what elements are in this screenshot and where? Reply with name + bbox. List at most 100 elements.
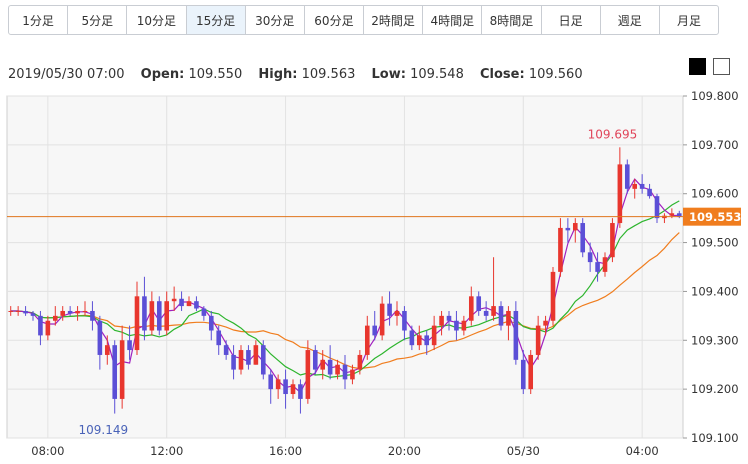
candle-body xyxy=(283,379,288,395)
current-price-tag xyxy=(683,207,741,226)
candle-body xyxy=(468,296,474,321)
candle-body xyxy=(669,213,675,216)
candle-body xyxy=(587,252,593,263)
timeframe-tab-8[interactable]: 8時間足 xyxy=(482,6,542,34)
candle-body xyxy=(632,183,638,189)
timeframe-tab-11[interactable]: 月足 xyxy=(676,13,701,28)
candle-body xyxy=(164,301,170,331)
candle-body xyxy=(312,350,318,370)
candle-body xyxy=(513,310,519,360)
candle-body xyxy=(572,223,578,231)
candle-body xyxy=(654,196,660,219)
candle-body xyxy=(379,303,385,336)
y-tick-label: 109.100 xyxy=(691,431,739,445)
candle-body xyxy=(498,306,504,326)
candle-body xyxy=(580,223,586,253)
x-tick-label: 16:00 xyxy=(269,444,302,458)
candle-body xyxy=(142,296,147,331)
candle-body xyxy=(491,306,496,316)
candle-body xyxy=(97,320,103,355)
candle-body xyxy=(483,310,489,316)
timeframe-tab-6[interactable]: 2時間足 xyxy=(364,6,424,34)
candle-body xyxy=(454,320,459,331)
y-tick-label: 109.700 xyxy=(691,138,739,152)
candle-body xyxy=(52,315,58,321)
candle-body xyxy=(610,223,615,258)
candle-body xyxy=(194,301,199,309)
candle-body xyxy=(90,310,95,321)
x-tick-label: 04:00 xyxy=(626,444,659,458)
x-tick-label: 12:00 xyxy=(150,444,183,458)
candle-body xyxy=(431,325,437,346)
high-marker-label: 109.695 xyxy=(588,127,638,141)
candle-body xyxy=(223,345,229,355)
candlestick-chart[interactable]: 109.100 109.200 109.300 109.400 109.500 109.6… xyxy=(0,86,748,464)
close-value: 109.560 xyxy=(528,67,583,82)
candle-body xyxy=(402,310,407,331)
candle-body xyxy=(253,345,259,365)
y-tick-label: 109.500 xyxy=(691,236,739,250)
timeframe-tab-2[interactable]: 10分足 xyxy=(127,6,187,34)
timeframe-tab-1[interactable]: 5分足 xyxy=(68,6,128,34)
candle-body xyxy=(364,325,370,355)
candle-body xyxy=(327,359,333,375)
candle-body xyxy=(639,183,645,189)
high-label: High: xyxy=(258,67,298,82)
candle-body xyxy=(231,354,236,370)
candle-body xyxy=(506,310,511,326)
candle-body xyxy=(60,310,66,316)
candle-body xyxy=(446,315,452,321)
candle-body xyxy=(357,354,363,370)
candle-body xyxy=(238,350,244,370)
timeframe-tab-3[interactable]: 15分足 xyxy=(186,6,246,34)
timeframe-tab-4[interactable]: 30分足 xyxy=(246,6,305,34)
candle-body xyxy=(208,315,214,331)
high-value: 109.563 xyxy=(301,67,356,82)
candle-body xyxy=(535,325,541,355)
candle-body xyxy=(528,354,534,390)
candle-body xyxy=(558,227,563,272)
x-tick-label: 20:00 xyxy=(388,444,421,458)
timeframe-tabs: 1分足 5分足 10分足 15分足 30分足 60分足 2時間足 4時間足 8時間足 日足 週足 月足 xyxy=(8,5,719,35)
candle-body xyxy=(335,364,340,375)
y-tick-label: 109.200 xyxy=(691,382,739,396)
candle-body xyxy=(67,310,73,314)
candle-body xyxy=(149,301,155,331)
candle-body xyxy=(260,345,266,375)
candle-body xyxy=(119,340,125,399)
candle-body xyxy=(38,315,43,336)
low-marker-label: 109.149 xyxy=(78,423,128,437)
candle-body xyxy=(45,320,51,336)
timeframe-tab-5[interactable]: 60分足 xyxy=(305,6,365,34)
candle-body xyxy=(342,364,348,380)
low-value: 109.548 xyxy=(410,67,464,82)
candle-body xyxy=(290,384,296,395)
timeframe-tab-7[interactable]: 4時間足 xyxy=(423,6,483,34)
candle-body xyxy=(216,330,222,346)
candle-body xyxy=(268,374,274,390)
candle-body xyxy=(275,379,281,390)
open-label: Open: xyxy=(140,67,185,82)
candle-body xyxy=(624,164,630,189)
candle-body xyxy=(23,310,28,314)
y-tick-label: 109.300 xyxy=(691,333,739,347)
y-tick-label: 109.600 xyxy=(691,187,739,201)
candle-body xyxy=(75,310,80,314)
candle-body xyxy=(82,310,88,312)
candle-body xyxy=(372,325,378,336)
candle-body xyxy=(179,298,184,307)
candle-body xyxy=(134,296,140,351)
candle-body xyxy=(186,301,192,307)
candle-body xyxy=(30,313,36,316)
candle-body xyxy=(387,303,392,316)
candle-body xyxy=(520,359,526,390)
timeframe-tab-10[interactable]: 週足 xyxy=(601,6,660,34)
dark-theme-button[interactable] xyxy=(689,58,706,75)
candle-body xyxy=(305,350,311,399)
ohlc-readout: 2019/05/30 07:00 Open: 109.550 High: 109… xyxy=(8,67,583,82)
low-label: Low: xyxy=(371,67,406,82)
light-theme-button[interactable] xyxy=(713,58,730,75)
timeframe-tab-0[interactable]: 1分足 xyxy=(9,6,69,34)
candle-body xyxy=(320,359,326,370)
timeframe-tab-9[interactable]: 日足 xyxy=(542,6,601,34)
